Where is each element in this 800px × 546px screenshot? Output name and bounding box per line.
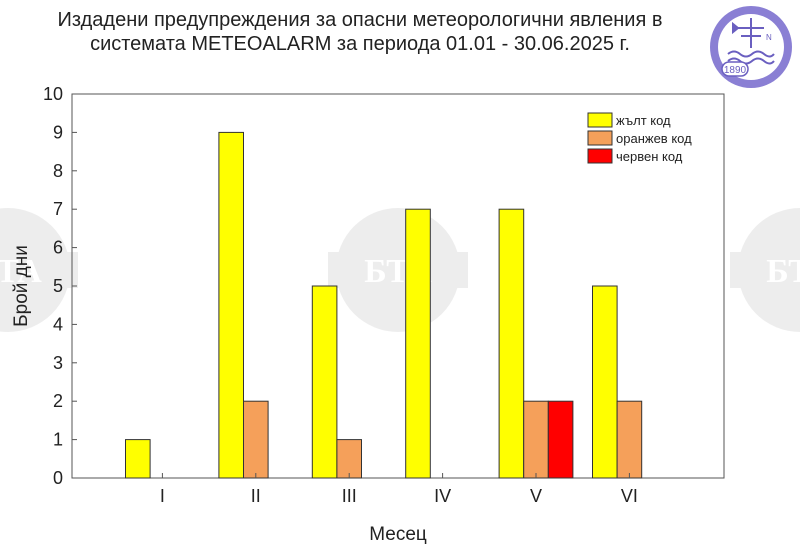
y-tick-label: 5 <box>53 276 63 296</box>
y-tick-label: 9 <box>53 122 63 142</box>
bar <box>336 439 362 479</box>
y-tick-label: 10 <box>43 84 63 104</box>
y-axis-label: Брой дни <box>11 245 32 327</box>
x-tick-label: I <box>160 486 165 506</box>
watermarks: БТА БТА БТА <box>0 208 800 332</box>
y-tick-label: 7 <box>53 199 63 219</box>
watermark-band <box>730 252 800 288</box>
chart-title-line-2: системата METEOALARM за периода 01.01 - … <box>90 33 630 55</box>
y-tick-label: 1 <box>53 430 63 450</box>
bar <box>243 400 269 479</box>
x-axis-label: Месец <box>369 524 427 545</box>
legend-label: червен код <box>616 149 683 164</box>
logo-year-badge <box>721 61 749 77</box>
watermark-circle <box>738 208 800 332</box>
plot-area <box>71 93 725 479</box>
x-tick-label: IV <box>434 486 451 506</box>
y-tick-label: 0 <box>53 468 63 488</box>
legend: жълт код оранжев код червен код <box>587 112 692 164</box>
watermark-band <box>328 252 468 288</box>
y-tick-label: 4 <box>53 314 63 334</box>
y-axis: 0 1 2 3 4 5 6 7 8 9 10 <box>43 84 77 488</box>
watermark-emblem: БТА <box>328 208 468 332</box>
bar <box>218 131 244 479</box>
legend-swatch <box>587 130 613 146</box>
bar <box>311 285 338 479</box>
y-tick-label: 6 <box>53 238 63 258</box>
x-tick-label: VI <box>621 486 638 506</box>
logo-compass-label: N <box>766 33 772 42</box>
watermark-circle <box>0 208 70 332</box>
bar <box>616 400 643 479</box>
chart-title: Издадени предупреждения за опасни метеор… <box>40 8 680 56</box>
watermark-emblem: БТА <box>0 208 78 332</box>
watermark-text: БТА <box>766 253 800 290</box>
bar <box>523 400 549 479</box>
x-tick-label: III <box>342 486 357 506</box>
x-tick-label: II <box>251 486 261 506</box>
institute-logo: N 1890 <box>710 6 792 88</box>
wind-vane-icon <box>732 18 764 48</box>
y-tick-label: 3 <box>53 353 63 373</box>
bar <box>592 285 618 479</box>
x-tick-label: V <box>530 486 542 506</box>
legend-swatch <box>587 112 613 128</box>
bar <box>547 400 574 479</box>
y-tick-label: 8 <box>53 161 63 181</box>
bar <box>125 439 151 479</box>
x-axis: I II III IV V VI <box>160 473 638 506</box>
bar <box>498 208 525 479</box>
watermark-emblem: БТА <box>730 208 800 332</box>
watermark-text: БТА <box>0 253 42 290</box>
y-tick-label: 2 <box>53 391 63 411</box>
watermark-band <box>0 252 78 288</box>
logo-year: 1890 <box>724 65 747 76</box>
legend-swatch <box>587 148 613 164</box>
legend-label: жълт код <box>616 113 671 128</box>
legend-label: оранжев код <box>616 131 692 146</box>
chart-title-line-1: Издадени предупреждения за опасни метеор… <box>57 9 663 31</box>
bar <box>405 208 431 479</box>
waves-icon <box>727 50 775 65</box>
